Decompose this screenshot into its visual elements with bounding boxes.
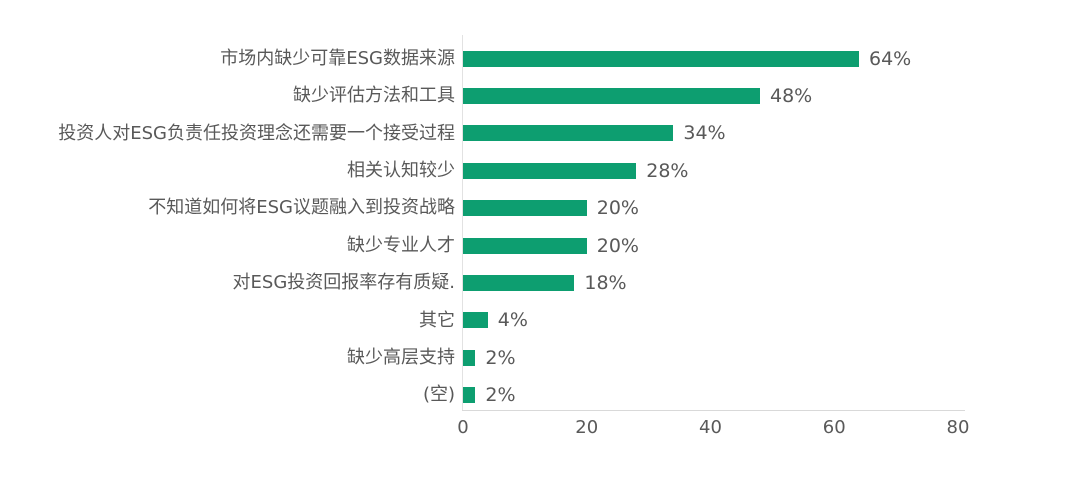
bar-track: 64% — [463, 48, 1023, 70]
bar — [463, 200, 587, 217]
category-label: 投资人对ESG负责任投资理念还需要一个接受过程 — [58, 122, 455, 144]
bar — [463, 312, 488, 329]
bar — [463, 387, 476, 404]
category-label: 其它 — [419, 309, 455, 331]
bar-track: 18% — [463, 272, 1023, 294]
x-tick-label: 80 — [946, 417, 970, 438]
bar-track: 28% — [463, 160, 1023, 182]
value-label: 4% — [497, 309, 528, 332]
value-label: 48% — [770, 85, 813, 108]
bar — [463, 88, 760, 105]
value-label: 64% — [869, 47, 912, 70]
x-tick-label: 40 — [699, 417, 722, 438]
category-label: 不知道如何将ESG议题融入到投资战略 — [148, 197, 455, 219]
x-tick-label: 60 — [822, 417, 846, 438]
bar — [463, 125, 674, 142]
chart-row: 缺少评估方法和工具 48% — [0, 77, 1080, 114]
category-label: (空) — [422, 384, 455, 406]
value-label: 34% — [683, 122, 726, 145]
chart-row: 其它 4% — [0, 302, 1080, 339]
value-label: 2% — [485, 384, 516, 407]
bar-track: 34% — [463, 122, 1023, 144]
value-label: 18% — [584, 272, 627, 295]
category-label: 相关认知较少 — [347, 159, 455, 181]
category-label: 缺少专业人才 — [347, 234, 455, 256]
value-label: 20% — [596, 197, 639, 220]
bar-track: 2% — [463, 384, 1023, 406]
x-tick-label: 20 — [575, 417, 599, 438]
value-label: 28% — [646, 159, 689, 182]
category-label: 市场内缺少可靠ESG数据来源 — [220, 47, 455, 69]
chart-row: 对ESG投资回报率存有质疑. 18% — [0, 264, 1080, 301]
bar-track: 20% — [463, 197, 1023, 219]
category-label: 缺少评估方法和工具 — [293, 85, 455, 107]
chart-row: (空) 2% — [0, 377, 1080, 414]
bar-track: 48% — [463, 85, 1023, 107]
bar-track: 4% — [463, 309, 1023, 331]
x-axis-line — [462, 410, 965, 411]
chart-row: 投资人对ESG负责任投资理念还需要一个接受过程 34% — [0, 115, 1080, 152]
chart-row: 缺少高层支持 2% — [0, 339, 1080, 376]
bar — [463, 237, 587, 254]
x-axis-ticks: 0 20 40 60 80 — [0, 417, 1080, 441]
y-axis-line — [462, 35, 463, 410]
value-label: 20% — [596, 234, 639, 257]
chart-row: 市场内缺少可靠ESG数据来源 64% — [0, 40, 1080, 77]
bar-rows: 市场内缺少可靠ESG数据来源 64% 缺少评估方法和工具 48% 投资人对ESG负责任投… — [0, 40, 1080, 414]
bar-track: 20% — [463, 235, 1023, 257]
value-label: 2% — [485, 346, 516, 369]
chart-row: 相关认知较少 28% — [0, 152, 1080, 189]
x-tick-label: 0 — [457, 417, 469, 438]
bar-track: 2% — [463, 347, 1023, 369]
bar — [463, 275, 575, 292]
bar — [463, 349, 476, 366]
chart-row: 不知道如何将ESG议题融入到投资战略 20% — [0, 190, 1080, 227]
chart-row: 缺少专业人才 20% — [0, 227, 1080, 264]
bar — [463, 162, 637, 179]
category-label: 对ESG投资回报率存有质疑. — [232, 272, 455, 294]
category-label: 缺少高层支持 — [347, 346, 455, 368]
bar — [463, 50, 859, 67]
